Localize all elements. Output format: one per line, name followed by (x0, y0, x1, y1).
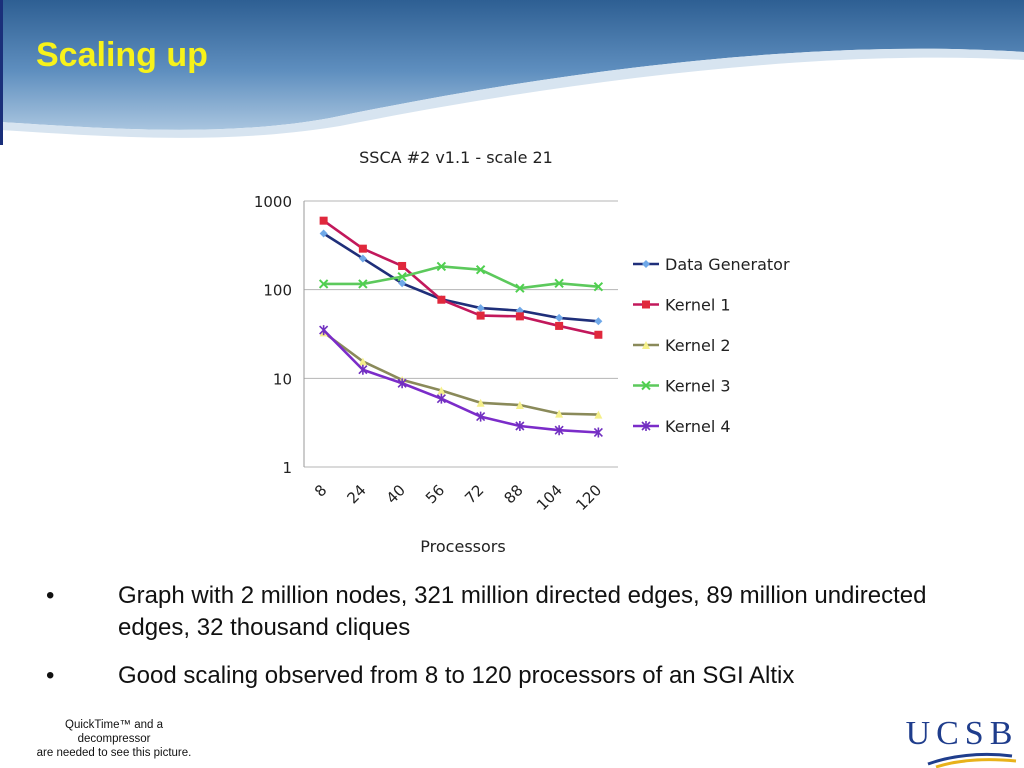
data-point (358, 279, 368, 289)
bullet-marker: • (46, 582, 55, 609)
title-banner (0, 0, 1024, 145)
bullet-item: • Good scaling observed from 8 to 120 pr… (40, 660, 1000, 692)
quicktime-note-line: are needed to see this picture. (36, 747, 192, 759)
data-point (319, 325, 329, 336)
legend-label: Kernel 1 (665, 296, 731, 315)
series-line (322, 232, 599, 323)
data-point (358, 357, 367, 366)
x-tick-label: 40 (383, 481, 409, 507)
legend-swatch-marker (641, 421, 651, 431)
y-tick-label: 1 (282, 459, 292, 477)
x-tick-label: 56 (422, 481, 448, 507)
data-point (594, 410, 603, 419)
legend-label: Kernel 3 (665, 377, 731, 396)
series-line (322, 331, 599, 416)
data-point (436, 393, 446, 404)
x-axis-label: Processors (420, 537, 505, 556)
data-point (555, 313, 564, 322)
bullet-text: Graph with 2 million nodes, 321 million … (118, 582, 927, 641)
data-point (515, 421, 525, 432)
legend-item: Data Generator (633, 255, 790, 274)
quicktime-note-line: QuickTime™ and a (65, 719, 163, 731)
data-point (318, 279, 329, 289)
legend-item: Kernel 2 (633, 336, 731, 355)
data-point (476, 411, 486, 422)
quicktime-placeholder-note: QuickTime™ and a decompressor are needed… (4, 718, 224, 760)
legend-item: Kernel 3 (633, 377, 731, 396)
data-point (554, 425, 564, 436)
series-2 (319, 328, 603, 419)
data-point (398, 261, 407, 270)
legend-item: Kernel 1 (633, 296, 731, 315)
x-tick-label: 88 (500, 481, 526, 507)
data-point (555, 321, 564, 330)
legend-swatch-marker (642, 300, 650, 309)
data-point (515, 283, 525, 293)
series-0 (319, 229, 603, 326)
data-point (436, 261, 447, 272)
data-point (515, 312, 524, 321)
legend-item: Kernel 4 (633, 417, 731, 436)
data-point (476, 398, 485, 407)
x-tick-label: 120 (572, 481, 605, 514)
legend-swatch-marker (642, 341, 650, 349)
x-tick-label: 24 (343, 481, 369, 507)
bullet-marker: • (46, 662, 55, 689)
legend-label: Kernel 4 (665, 417, 731, 436)
bullet-list: • Graph with 2 million nodes, 321 millio… (40, 580, 1000, 708)
bullet-item: • Graph with 2 million nodes, 321 millio… (40, 580, 1000, 644)
data-point (515, 401, 524, 410)
chart-legend: Data Generator Kernel 1 Kernel 2 Kernel 3 Ke… (633, 255, 790, 436)
data-point (358, 254, 367, 263)
data-point (397, 272, 407, 282)
chart-grid (303, 200, 618, 468)
chart-series (318, 216, 604, 438)
data-point (593, 281, 604, 292)
line-chart: SSCA #2 v1.1 - scale 21 1 10 100 1000 8 24 40… (254, 148, 790, 556)
series-4 (319, 325, 603, 438)
data-point (437, 386, 446, 395)
legend-label: Kernel 2 (665, 336, 731, 355)
chart-title: SSCA #2 v1.1 - scale 21 (359, 148, 553, 167)
data-point (593, 427, 603, 438)
ucsb-logo: UCSB (906, 715, 1019, 768)
quicktime-note-line: decompressor (77, 733, 151, 745)
legend-label: Data Generator (665, 255, 790, 274)
series-1 (319, 216, 603, 339)
legend-swatch-marker (642, 260, 650, 268)
data-point (319, 216, 328, 225)
data-point (594, 317, 603, 326)
series-line (323, 265, 599, 290)
y-tick-label: 1000 (254, 193, 292, 211)
data-point (358, 244, 367, 253)
series-line (322, 329, 599, 434)
ucsb-logo-text: UCSB (906, 715, 1019, 752)
x-tick-label: 72 (461, 481, 487, 507)
data-point (437, 295, 446, 304)
x-tick-label: 104 (533, 481, 566, 514)
data-point (397, 378, 407, 389)
data-point (398, 279, 407, 288)
data-point (476, 304, 485, 313)
x-axis-ticks: 8 24 40 56 72 88 104 120 (311, 481, 605, 514)
y-tick-label: 100 (263, 282, 292, 300)
y-tick-label: 10 (273, 370, 292, 388)
data-point (476, 311, 485, 320)
data-point (475, 264, 486, 275)
legend-swatch-marker (641, 380, 651, 391)
data-point (319, 229, 328, 238)
data-point (358, 364, 368, 375)
x-tick-label: 8 (311, 481, 330, 500)
data-point (554, 278, 564, 289)
slide-title: Scaling up (36, 36, 208, 74)
series-3 (318, 261, 604, 293)
bullet-text: Good scaling observed from 8 to 120 proc… (118, 662, 795, 689)
data-point (594, 330, 603, 339)
y-axis-ticks: 1 10 100 1000 (254, 193, 292, 477)
data-point (555, 409, 564, 418)
series-line (322, 219, 599, 337)
